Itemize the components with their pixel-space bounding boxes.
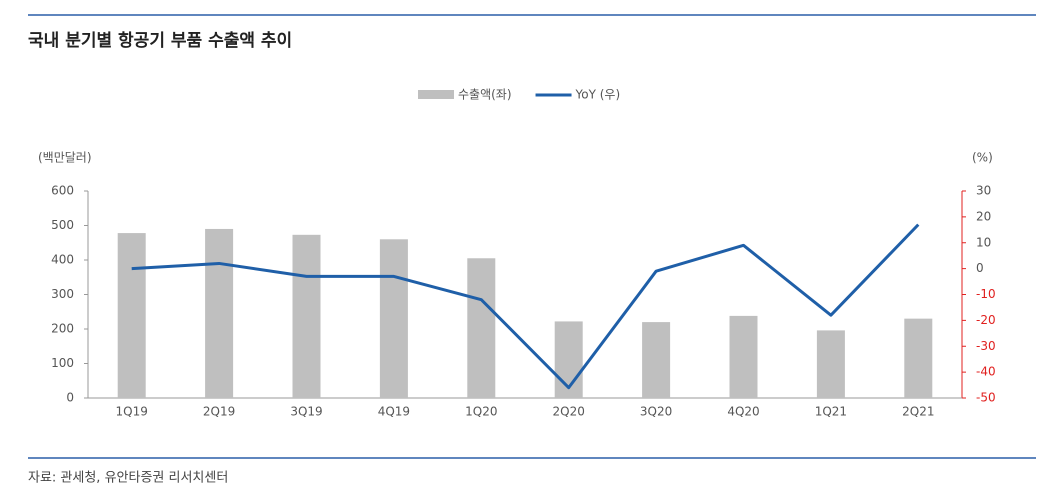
y-tick-label: 0: [66, 391, 74, 405]
bar: [467, 258, 496, 398]
bar: [642, 322, 671, 398]
x-tick-label: 3Q19: [290, 405, 322, 419]
y2-tick-label: 30: [976, 184, 991, 198]
y2-tick-label: -30: [976, 339, 996, 353]
x-tick-label: 4Q19: [378, 405, 410, 419]
x-tick-label: 2Q20: [553, 405, 585, 419]
x-tick-label: 2Q19: [203, 405, 235, 419]
legend-swatch: [418, 90, 454, 99]
x-tick-label: 1Q20: [465, 405, 497, 419]
line: [131, 223, 920, 390]
bar: [904, 318, 933, 398]
y2-tick-label: 0: [976, 261, 984, 275]
legend-label: 수출액(좌): [458, 88, 512, 102]
y-tick-label: 400: [51, 253, 74, 267]
x-tick-label: 1Q21: [815, 405, 847, 419]
y-axis-label: (백만달러): [38, 151, 92, 165]
y2-tick-label: 10: [976, 235, 991, 249]
y-tick-label: 600: [51, 184, 74, 198]
y2-tick-label: 20: [976, 209, 991, 223]
x-tick-label: 3Q20: [640, 405, 672, 419]
y2-tick-label: -50: [976, 391, 996, 405]
bar: [816, 330, 845, 398]
legend-label: YoY (우): [575, 88, 621, 102]
y-tick-label: 500: [51, 218, 74, 232]
x-tick-label: 1Q19: [116, 405, 148, 419]
x-tick-label: 4Q20: [727, 405, 759, 419]
y-tick-label: 200: [51, 322, 74, 336]
y-tick-label: 100: [51, 356, 74, 370]
x-tick-label: 2Q21: [902, 405, 934, 419]
chart-title: 국내 분기별 항공기 부품 수출액 추이: [28, 30, 292, 51]
bar: [117, 233, 146, 398]
y2-axis-label: (%): [972, 151, 993, 165]
y2-tick-label: -40: [976, 365, 996, 379]
y2-tick-label: -10: [976, 287, 996, 301]
source-note: 자료: 관세청, 유안타증권 리서치센터: [28, 471, 228, 486]
bar: [379, 239, 408, 398]
bar: [205, 228, 234, 398]
bar: [292, 234, 321, 398]
bar: [729, 315, 758, 398]
y-tick-label: 300: [51, 287, 74, 301]
y2-tick-label: -20: [976, 313, 996, 327]
